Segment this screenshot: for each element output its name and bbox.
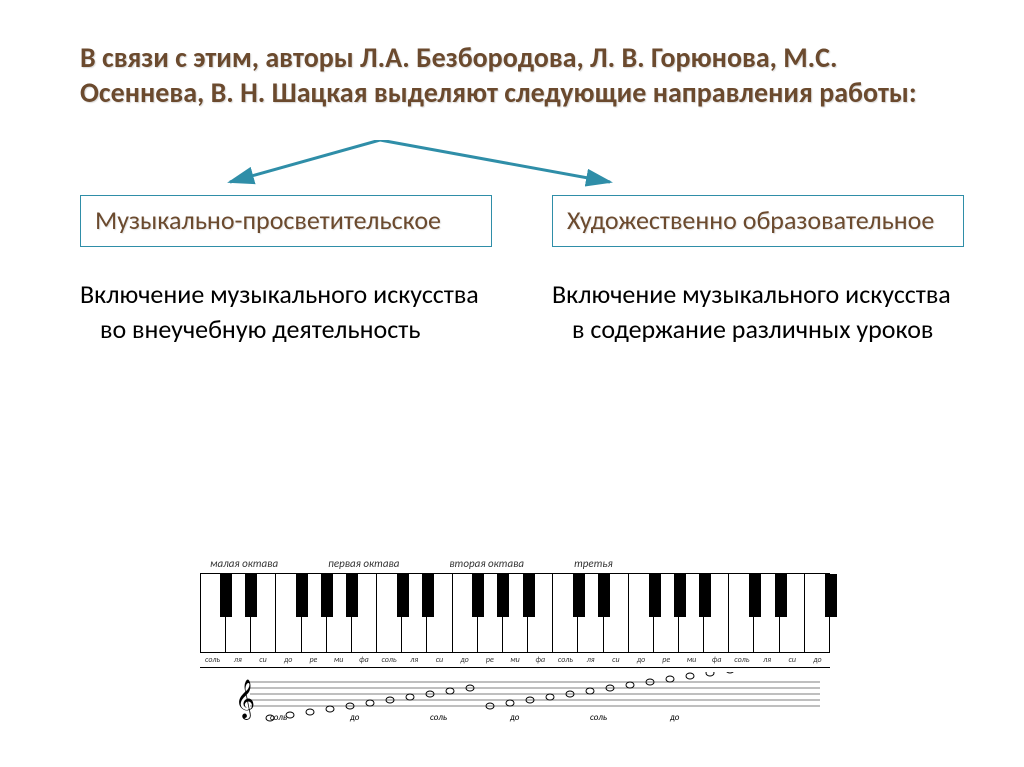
staff-note (666, 676, 674, 682)
staff-note-label: соль (430, 712, 447, 722)
arrow-right (380, 140, 610, 182)
note-label: ля (402, 655, 427, 665)
staff-note (326, 706, 334, 712)
black-key (296, 574, 308, 617)
black-key (346, 574, 358, 617)
note-label: ля (754, 655, 779, 665)
staff-note-label: соль (590, 712, 607, 722)
note-label: до (276, 655, 301, 665)
black-key (321, 574, 333, 617)
music-staff: 𝄞 соль до соль до соль до (200, 672, 830, 722)
right-desc: Включение музыкального искусства в содер… (552, 277, 964, 347)
note-label: фа (351, 655, 376, 665)
right-column: Художественно образовательное Включение … (552, 195, 964, 347)
note-label: соль (729, 655, 754, 665)
black-key (422, 574, 434, 617)
note-label: ля (578, 655, 603, 665)
note-label: си (427, 655, 452, 665)
note-label: ми (502, 655, 527, 665)
black-key (573, 574, 585, 617)
octave-label: третья (574, 557, 613, 570)
black-key (245, 574, 257, 617)
staff-note (546, 694, 554, 700)
note-label: до (805, 655, 830, 665)
divider-line (200, 667, 830, 668)
slide-title: В связи с этим, авторы Л.А. Безбородова,… (80, 40, 964, 110)
right-box: Художественно образовательное (552, 195, 964, 247)
octave-label: малая октава (210, 557, 278, 570)
black-keys (201, 574, 829, 617)
staff-note-label: до (509, 712, 520, 722)
note-label: ре (301, 655, 326, 665)
columns: Музыкально-просветительское Включение му… (80, 195, 964, 347)
black-key (699, 574, 711, 617)
staff-note (726, 672, 734, 673)
note-label: до (628, 655, 653, 665)
black-key (220, 574, 232, 617)
octave-label: первая октава (328, 557, 399, 570)
staff-note-label: до (669, 712, 680, 722)
staff-note (306, 709, 314, 715)
black-key (649, 574, 661, 617)
note-label: соль (200, 655, 225, 665)
left-column: Музыкально-просветительское Включение му… (80, 195, 492, 347)
note-label: ре (477, 655, 502, 665)
black-key (497, 574, 509, 617)
arrows-container (80, 140, 964, 190)
piano-keyboard (200, 573, 830, 653)
black-key (523, 574, 535, 617)
note-label: ми (679, 655, 704, 665)
black-key (598, 574, 610, 617)
staff-note (586, 688, 594, 694)
octave-labels: малая октава первая октава вторая октава тр… (200, 557, 840, 570)
note-label: фа (528, 655, 553, 665)
note-label: ми (326, 655, 351, 665)
black-key (775, 574, 787, 617)
arrow-left (230, 140, 380, 182)
note-label: си (603, 655, 628, 665)
note-labels: сольлясидоремифасольлясидоремифасольляси… (200, 655, 830, 665)
staff-note (706, 672, 714, 676)
staff-note (506, 700, 514, 706)
staff-note-label: соль (270, 712, 287, 722)
black-key (674, 574, 686, 617)
staff-note (406, 694, 414, 700)
note-label: фа (704, 655, 729, 665)
staff-note (286, 712, 294, 718)
black-key (472, 574, 484, 617)
black-key (397, 574, 409, 617)
note-label: си (780, 655, 805, 665)
octave-label: вторая октава (449, 557, 524, 570)
note-label: соль (376, 655, 401, 665)
staff-note (366, 700, 374, 706)
black-key (825, 574, 837, 617)
staff-note (446, 688, 454, 694)
note-label: соль (553, 655, 578, 665)
note-label: ре (654, 655, 679, 665)
left-box: Музыкально-просветительское (80, 195, 492, 247)
treble-clef-icon: 𝄞 (235, 679, 255, 720)
staff-note (686, 673, 694, 679)
note-label: до (452, 655, 477, 665)
staff-note-label: до (349, 712, 360, 722)
left-desc: Включение музыкального искусства во внеу… (80, 277, 492, 347)
arrows-svg (80, 140, 780, 190)
note-label: си (250, 655, 275, 665)
staff-note (626, 682, 634, 688)
keyboard-figure: малая октава первая октава вторая октава тр… (200, 557, 840, 727)
note-label: ля (225, 655, 250, 665)
black-key (749, 574, 761, 617)
